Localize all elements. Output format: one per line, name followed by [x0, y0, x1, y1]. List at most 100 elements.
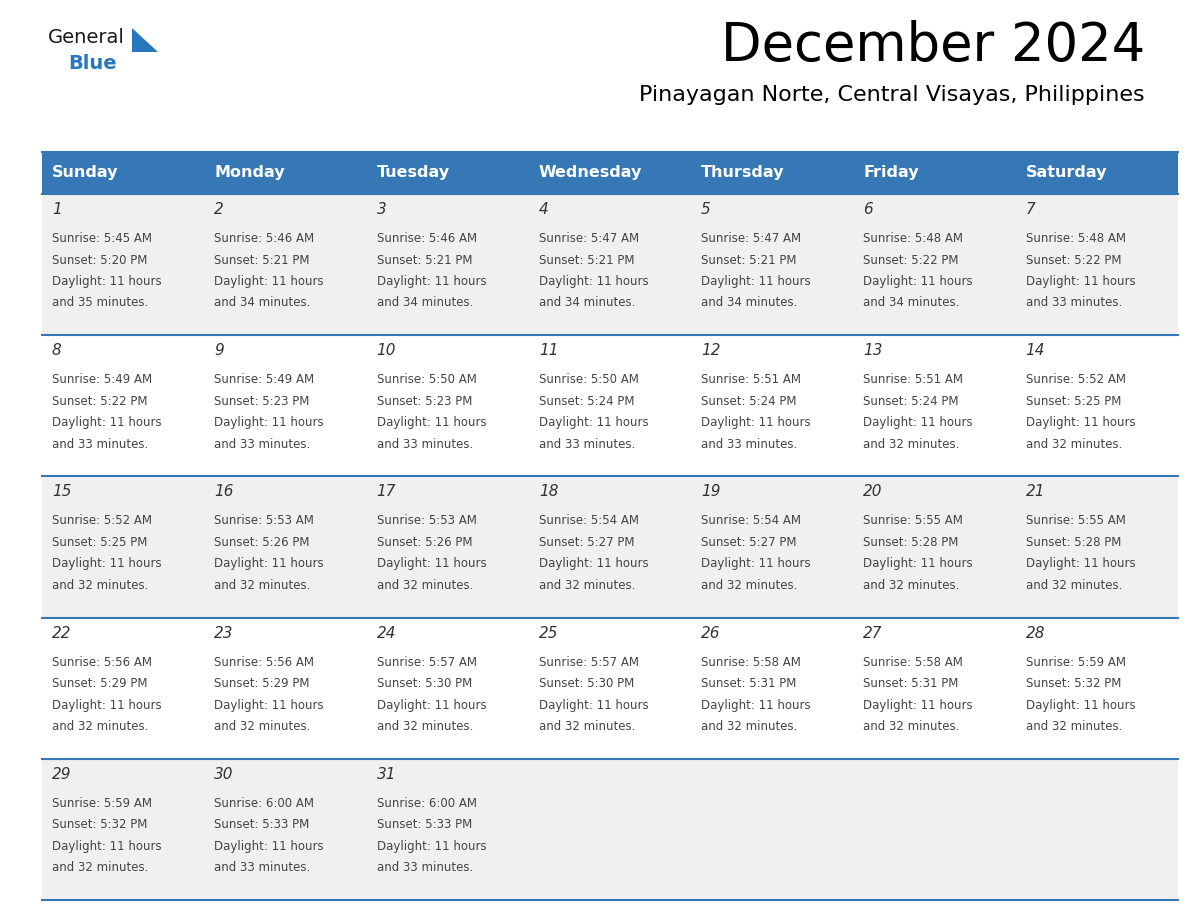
Text: Daylight: 11 hours: Daylight: 11 hours	[214, 699, 324, 711]
Text: and 32 minutes.: and 32 minutes.	[539, 720, 636, 733]
Bar	[529, 152, 691, 194]
Text: 18: 18	[539, 485, 558, 499]
Text: Sunset: 5:23 PM: Sunset: 5:23 PM	[377, 395, 472, 408]
Text: 7: 7	[1025, 202, 1036, 217]
Text: Sunday: Sunday	[52, 165, 119, 181]
Text: Sunrise: 5:48 AM: Sunrise: 5:48 AM	[1025, 232, 1126, 245]
Text: 26: 26	[701, 625, 721, 641]
Text: Daylight: 11 hours: Daylight: 11 hours	[214, 557, 324, 570]
Text: Daylight: 11 hours: Daylight: 11 hours	[377, 557, 486, 570]
Text: Sunset: 5:29 PM: Sunset: 5:29 PM	[52, 677, 147, 690]
Text: Sunrise: 5:57 AM: Sunrise: 5:57 AM	[539, 655, 639, 668]
Text: Daylight: 11 hours: Daylight: 11 hours	[864, 557, 973, 570]
Text: and 32 minutes.: and 32 minutes.	[377, 720, 473, 733]
Text: Sunrise: 5:56 AM: Sunrise: 5:56 AM	[52, 655, 152, 668]
Bar	[42, 152, 204, 194]
Bar	[691, 152, 853, 194]
Text: 16: 16	[214, 485, 234, 499]
Text: 20: 20	[864, 485, 883, 499]
Text: Sunset: 5:21 PM: Sunset: 5:21 PM	[701, 253, 797, 266]
Text: and 32 minutes.: and 32 minutes.	[377, 579, 473, 592]
Bar	[42, 194, 1178, 335]
Text: Sunrise: 5:51 AM: Sunrise: 5:51 AM	[864, 374, 963, 386]
Text: and 33 minutes.: and 33 minutes.	[701, 438, 797, 451]
Text: 21: 21	[1025, 485, 1045, 499]
Text: Sunrise: 5:54 AM: Sunrise: 5:54 AM	[539, 514, 639, 528]
Text: and 32 minutes.: and 32 minutes.	[1025, 438, 1123, 451]
Text: and 33 minutes.: and 33 minutes.	[52, 438, 148, 451]
Text: Sunset: 5:32 PM: Sunset: 5:32 PM	[52, 818, 147, 832]
Text: and 32 minutes.: and 32 minutes.	[701, 579, 797, 592]
Text: 25: 25	[539, 625, 558, 641]
Text: Sunset: 5:31 PM: Sunset: 5:31 PM	[864, 677, 959, 690]
Text: Sunrise: 5:47 AM: Sunrise: 5:47 AM	[539, 232, 639, 245]
Bar	[853, 152, 1016, 194]
Text: Daylight: 11 hours: Daylight: 11 hours	[864, 699, 973, 711]
Text: Sunrise: 6:00 AM: Sunrise: 6:00 AM	[377, 797, 476, 810]
Text: General: General	[48, 28, 125, 47]
Text: and 34 minutes.: and 34 minutes.	[864, 297, 960, 309]
Text: and 34 minutes.: and 34 minutes.	[214, 297, 310, 309]
Text: Sunset: 5:26 PM: Sunset: 5:26 PM	[377, 536, 472, 549]
Text: and 34 minutes.: and 34 minutes.	[701, 297, 797, 309]
Text: Sunset: 5:28 PM: Sunset: 5:28 PM	[864, 536, 959, 549]
Text: Daylight: 11 hours: Daylight: 11 hours	[864, 416, 973, 430]
Text: Daylight: 11 hours: Daylight: 11 hours	[214, 416, 324, 430]
Text: 12: 12	[701, 343, 721, 358]
Text: Saturday: Saturday	[1025, 165, 1107, 181]
Text: and 34 minutes.: and 34 minutes.	[377, 297, 473, 309]
Text: Pinayagan Norte, Central Visayas, Philippines: Pinayagan Norte, Central Visayas, Philip…	[639, 85, 1145, 105]
Text: 8: 8	[52, 343, 62, 358]
Text: Daylight: 11 hours: Daylight: 11 hours	[539, 557, 649, 570]
Text: Sunset: 5:20 PM: Sunset: 5:20 PM	[52, 253, 147, 266]
Text: and 32 minutes.: and 32 minutes.	[52, 861, 148, 874]
Text: Friday: Friday	[864, 165, 920, 181]
Text: Daylight: 11 hours: Daylight: 11 hours	[1025, 699, 1136, 711]
Text: Daylight: 11 hours: Daylight: 11 hours	[701, 416, 810, 430]
Text: Daylight: 11 hours: Daylight: 11 hours	[52, 275, 162, 288]
Text: Sunrise: 5:52 AM: Sunrise: 5:52 AM	[52, 514, 152, 528]
Text: and 32 minutes.: and 32 minutes.	[1025, 720, 1123, 733]
Text: Sunrise: 5:57 AM: Sunrise: 5:57 AM	[377, 655, 476, 668]
Text: Daylight: 11 hours: Daylight: 11 hours	[52, 557, 162, 570]
Text: and 32 minutes.: and 32 minutes.	[864, 438, 960, 451]
Text: and 32 minutes.: and 32 minutes.	[214, 579, 310, 592]
Text: Sunrise: 5:49 AM: Sunrise: 5:49 AM	[52, 374, 152, 386]
Text: Sunrise: 5:45 AM: Sunrise: 5:45 AM	[52, 232, 152, 245]
Text: 2: 2	[214, 202, 225, 217]
Text: and 32 minutes.: and 32 minutes.	[1025, 579, 1123, 592]
Text: Daylight: 11 hours: Daylight: 11 hours	[52, 416, 162, 430]
Text: Daylight: 11 hours: Daylight: 11 hours	[1025, 416, 1136, 430]
Text: Sunrise: 5:58 AM: Sunrise: 5:58 AM	[864, 655, 963, 668]
Text: Sunrise: 5:51 AM: Sunrise: 5:51 AM	[701, 374, 801, 386]
Text: Sunset: 5:22 PM: Sunset: 5:22 PM	[864, 253, 959, 266]
Text: Sunset: 5:23 PM: Sunset: 5:23 PM	[214, 395, 310, 408]
Text: Sunset: 5:21 PM: Sunset: 5:21 PM	[214, 253, 310, 266]
Text: 30: 30	[214, 767, 234, 782]
Text: Daylight: 11 hours: Daylight: 11 hours	[864, 275, 973, 288]
Bar	[42, 759, 1178, 900]
Text: Sunset: 5:21 PM: Sunset: 5:21 PM	[377, 253, 472, 266]
Text: Daylight: 11 hours: Daylight: 11 hours	[1025, 557, 1136, 570]
Text: and 33 minutes.: and 33 minutes.	[377, 861, 473, 874]
Bar	[204, 152, 367, 194]
Text: and 33 minutes.: and 33 minutes.	[214, 861, 310, 874]
Text: Daylight: 11 hours: Daylight: 11 hours	[377, 699, 486, 711]
Text: December 2024: December 2024	[721, 20, 1145, 72]
Text: and 32 minutes.: and 32 minutes.	[701, 720, 797, 733]
Text: Daylight: 11 hours: Daylight: 11 hours	[701, 557, 810, 570]
Text: Daylight: 11 hours: Daylight: 11 hours	[377, 416, 486, 430]
Text: and 33 minutes.: and 33 minutes.	[214, 438, 310, 451]
Text: Monday: Monday	[214, 165, 285, 181]
Text: Sunrise: 5:54 AM: Sunrise: 5:54 AM	[701, 514, 801, 528]
Text: 9: 9	[214, 343, 225, 358]
Text: Sunset: 5:33 PM: Sunset: 5:33 PM	[377, 818, 472, 832]
Text: Sunset: 5:21 PM: Sunset: 5:21 PM	[539, 253, 634, 266]
Text: Sunrise: 5:58 AM: Sunrise: 5:58 AM	[701, 655, 801, 668]
Text: 17: 17	[377, 485, 396, 499]
Text: Sunset: 5:24 PM: Sunset: 5:24 PM	[701, 395, 797, 408]
Text: Blue: Blue	[68, 54, 116, 73]
Text: 14: 14	[1025, 343, 1045, 358]
Text: 11: 11	[539, 343, 558, 358]
Text: Sunset: 5:25 PM: Sunset: 5:25 PM	[52, 536, 147, 549]
